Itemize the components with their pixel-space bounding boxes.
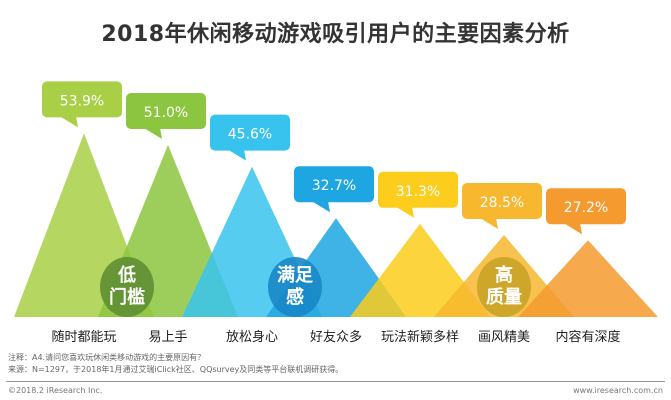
group-label-3: 质量 xyxy=(486,286,522,308)
website: www.iresearch.com.cn xyxy=(573,386,663,395)
mountain-chart: 低门槛 满足感 高质量 53.9% 51.0% 45.6% 32.7% 31.3% 28.5% 2… xyxy=(14,81,658,345)
category-label-7: 内容有深度 xyxy=(555,329,620,345)
bubble-pointer-2 xyxy=(144,128,162,139)
bubble-pointer-7 xyxy=(564,223,582,235)
category-label-2: 易上手 xyxy=(148,330,187,345)
group-circle-1 xyxy=(100,257,154,317)
bubble-pointer-3 xyxy=(228,149,246,161)
copyright: ©2018.2 iResearch Inc. xyxy=(8,386,103,395)
bubble-pointer-6 xyxy=(480,218,498,229)
value-bubble-6 xyxy=(462,183,542,219)
group-label-1: 门槛 xyxy=(109,286,145,308)
value-bubble-2 xyxy=(126,93,206,129)
value-label-4: 32.7% xyxy=(312,178,356,194)
value-label-5: 31.3% xyxy=(396,184,440,200)
group-label-2: 感 xyxy=(286,286,304,308)
group-circle-2 xyxy=(268,257,322,317)
chart-note: 注释：A4.请问您喜欢玩休闲类移动游戏的主要原因有？ xyxy=(8,353,206,362)
category-label-3: 放松身心 xyxy=(226,329,278,345)
group-circle-3 xyxy=(477,257,531,317)
group-label-3: 高 xyxy=(495,264,513,286)
category-label-5: 玩法新颖多样 xyxy=(381,329,459,345)
category-label-4: 好友众多 xyxy=(310,329,362,345)
value-label-3: 45.6% xyxy=(228,127,272,143)
value-bubble-4 xyxy=(294,166,374,203)
group-label-2: 满足 xyxy=(277,264,313,286)
value-label-6: 28.5% xyxy=(480,195,524,211)
bubble-pointer-4 xyxy=(312,201,330,213)
value-label-2: 51.0% xyxy=(144,105,188,121)
group-label-1: 低 xyxy=(117,264,136,286)
mountain-7 xyxy=(518,240,658,317)
footer-divider xyxy=(6,381,665,382)
chart-source: 来源：N=1297，于2018年1月通过艾瑞iClick社区、QQsurvey及… xyxy=(8,365,344,374)
value-bubble-5 xyxy=(378,171,458,208)
bubble-pointer-1 xyxy=(60,116,78,128)
category-label-1: 随时都能玩 xyxy=(51,330,116,345)
bubble-pointer-5 xyxy=(396,206,414,218)
value-bubble-3 xyxy=(210,114,290,151)
category-label-6: 画风精美 xyxy=(478,330,530,345)
value-bubble-7 xyxy=(546,188,626,225)
chart-title: 2018年休闲移动游戏吸引用户的主要因素分析 xyxy=(101,22,570,47)
value-label-1: 53.9% xyxy=(60,93,104,109)
value-label-7: 27.2% xyxy=(564,200,608,216)
value-bubble-1 xyxy=(42,81,122,118)
